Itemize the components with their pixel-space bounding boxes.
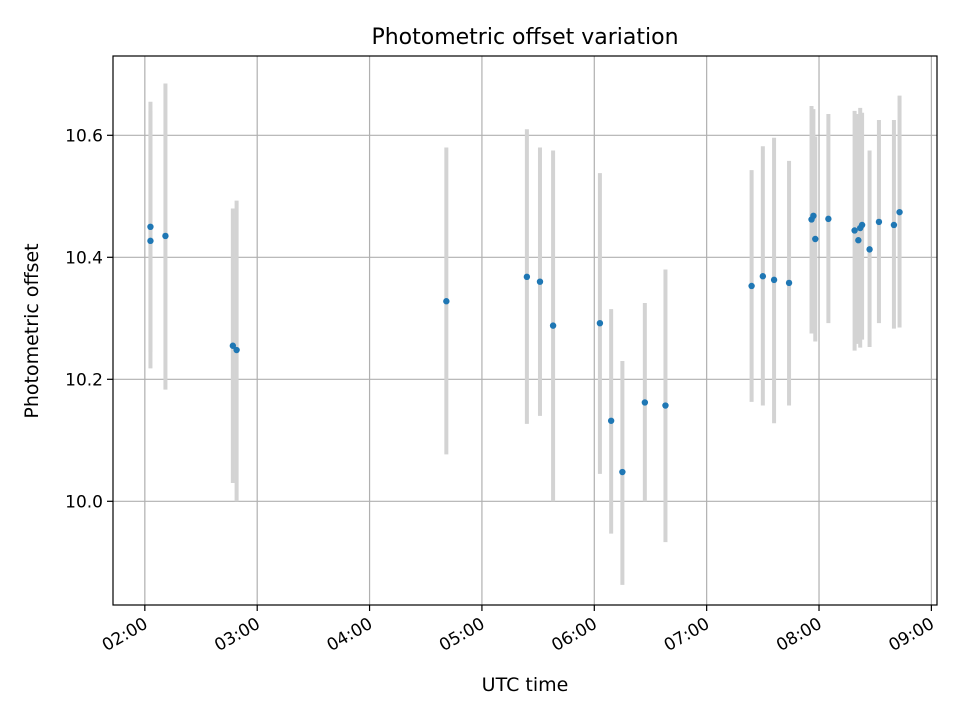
y-axis-label: Photometric offset: [21, 243, 43, 418]
data-point: [596, 319, 604, 327]
data-point: [759, 273, 767, 280]
x-axis-ticks: 02:00 03:00 04:00 05:00 06:00 07:00 08:00 09:00: [99, 605, 938, 656]
data-point: [851, 227, 858, 234]
data-point: [810, 212, 817, 220]
y-tick-label: 10.6: [65, 126, 103, 146]
x-tick-label: 04:00: [324, 614, 376, 656]
data-point: [785, 279, 793, 287]
data-point: [875, 218, 883, 226]
chart-title: Photometric offset variation: [371, 25, 678, 50]
y-tick-label: 10.4: [65, 248, 103, 268]
data-point: [662, 402, 669, 409]
data-point: [162, 232, 169, 240]
x-tick-label: 05:00: [436, 614, 488, 656]
y-tick-label: 10.2: [65, 370, 103, 390]
plot-frame: [112, 55, 938, 606]
data-point: [229, 342, 237, 349]
data-point: [890, 221, 898, 229]
data-point: [443, 298, 450, 305]
x-tick-label: 08:00: [773, 614, 825, 656]
data-point: [896, 208, 903, 216]
data-point: [147, 223, 154, 230]
data-point: [748, 282, 755, 290]
data-point: [549, 322, 557, 329]
x-tick-label: 06:00: [548, 614, 600, 656]
data-point: [607, 417, 615, 424]
x-axis-label: UTC time: [482, 674, 569, 696]
x-tick-label: 02:00: [99, 614, 151, 656]
error-bars: [148, 83, 902, 585]
y-axis-ticks: 10.0 10.2 10.4 10.6: [65, 126, 113, 512]
data-point: [855, 237, 862, 244]
grid: [113, 56, 937, 605]
data-point: [858, 221, 866, 229]
data-point: [233, 346, 240, 354]
data-point: [536, 278, 544, 285]
x-tick-label: 03:00: [211, 614, 263, 656]
data-point: [523, 273, 531, 281]
data-point: [825, 215, 832, 223]
x-tick-label: 07:00: [661, 614, 713, 656]
data-point: [866, 246, 873, 253]
y-tick-label: 10.0: [65, 492, 103, 512]
data-point: [812, 235, 819, 243]
data-point: [770, 276, 778, 284]
data-point: [641, 399, 649, 406]
x-tick-label: 09:00: [885, 614, 937, 656]
data-points: [147, 208, 903, 476]
data-point: [619, 468, 626, 476]
data-point: [147, 237, 154, 245]
